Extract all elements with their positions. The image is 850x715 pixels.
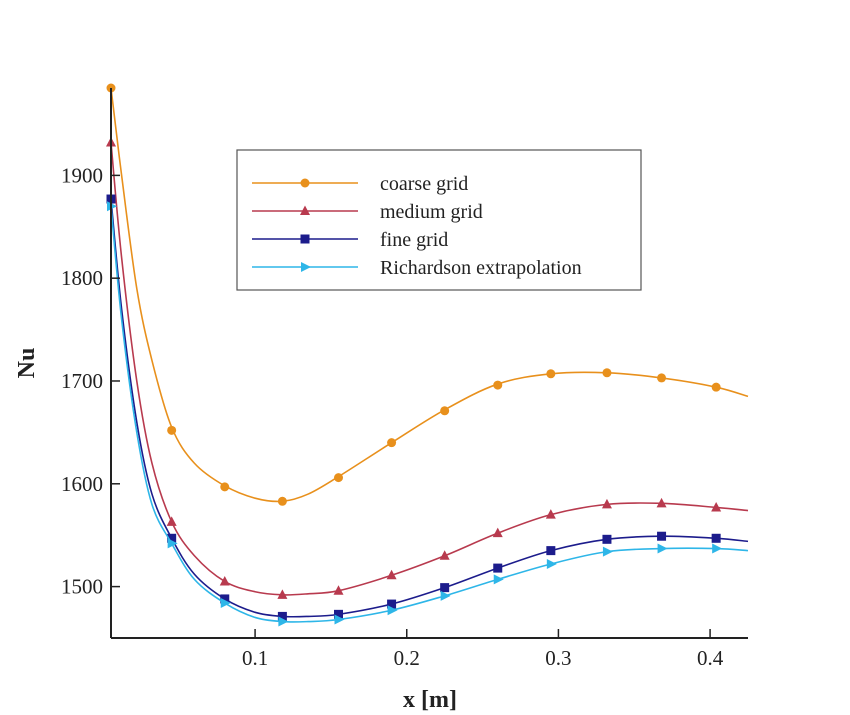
data-point-richardson-extrapolation [387, 605, 398, 616]
series-richardson-extrapolation [107, 201, 749, 627]
series-layer [106, 83, 749, 627]
data-point-fine-grid [167, 533, 177, 543]
legend: coarse grid medium grid fine grid Richardso… [236, 149, 642, 291]
data-point-richardson-extrapolation [278, 616, 289, 627]
data-point-richardson-extrapolation [712, 543, 723, 554]
data-point-coarse-grid [387, 438, 397, 448]
data-point-medium-grid [545, 509, 556, 519]
data-point-fine-grid [277, 611, 287, 621]
series-coarse-grid [106, 83, 749, 506]
data-point-medium-grid [656, 497, 667, 508]
data-point-medium-grid [166, 516, 177, 526]
data-point-medium-grid [333, 585, 344, 595]
legend-marker-square [300, 234, 310, 244]
data-point-fine-grid [334, 609, 343, 619]
y-tick-label: 1700 [61, 369, 103, 393]
data-point-coarse-grid [711, 382, 721, 392]
legend-marker-circle [300, 178, 310, 188]
data-point-fine-grid [546, 546, 556, 556]
y-tick-label: 1500 [61, 575, 103, 599]
series-fine-grid [106, 194, 749, 621]
data-point-coarse-grid [493, 380, 503, 390]
x-axis-label: x [m] [403, 687, 457, 713]
data-point-medium-grid [277, 589, 288, 599]
legend-label: Richardson extrapolation [380, 257, 582, 279]
data-point-richardson-extrapolation [220, 598, 231, 609]
legend-entry-coarse-grid: coarse grid [252, 173, 468, 195]
series-line-medium-grid [110, 142, 749, 596]
x-tick-label: 0.2 [394, 646, 420, 670]
data-point-medium-grid [219, 575, 230, 586]
data-point-coarse-grid [167, 425, 177, 435]
data-point-medium-grid [492, 527, 503, 538]
legend-label: coarse grid [380, 173, 468, 195]
data-point-coarse-grid [277, 496, 287, 506]
ticks-layer: 0.1 0.2 0.3 0.4 1500 1600 1700 1800 1900 [61, 163, 724, 670]
data-point-coarse-grid [657, 373, 667, 383]
data-point-medium-grid [601, 498, 612, 509]
series-medium-grid [106, 136, 749, 599]
data-point-coarse-grid [440, 406, 450, 416]
x-tick-label: 0.3 [545, 646, 571, 670]
data-point-fine-grid [220, 594, 230, 604]
legend-label: fine grid [380, 229, 448, 251]
legend-entry-richardson-extrapolation: Richardson extrapolation [252, 257, 582, 279]
data-point-richardson-extrapolation [167, 538, 178, 549]
legend-marker-triangle-up [300, 205, 310, 215]
data-point-richardson-extrapolation [440, 590, 451, 601]
legend-entry-fine-grid: fine grid [252, 229, 448, 251]
data-point-coarse-grid [546, 369, 556, 379]
y-tick-label: 1800 [61, 266, 103, 290]
legend-entry-medium-grid: medium grid [252, 201, 483, 223]
data-point-medium-grid [386, 569, 397, 580]
data-point-coarse-grid [220, 482, 230, 492]
data-point-richardson-extrapolation [602, 546, 613, 557]
data-point-coarse-grid [334, 473, 343, 483]
x-tick-label: 0.4 [697, 646, 724, 670]
data-point-fine-grid [440, 583, 450, 593]
data-point-fine-grid [711, 533, 721, 543]
data-point-fine-grid [493, 563, 503, 573]
data-point-fine-grid [602, 534, 612, 544]
y-tick-label: 1600 [61, 472, 103, 496]
y-tick-label: 1900 [61, 163, 103, 187]
y-axis-label: Nu [14, 348, 40, 379]
data-point-richardson-extrapolation [657, 543, 668, 554]
data-point-medium-grid [439, 550, 450, 560]
data-point-medium-grid [711, 501, 722, 512]
axes-layer [110, 88, 748, 639]
x-tick-label: 0.1 [242, 646, 268, 670]
data-point-coarse-grid [602, 368, 612, 378]
data-point-fine-grid [657, 531, 667, 541]
data-point-richardson-extrapolation [493, 574, 504, 585]
data-point-fine-grid [387, 599, 397, 609]
legend-marker-triangle-right [301, 262, 311, 272]
data-point-richardson-extrapolation [546, 558, 557, 569]
data-point-richardson-extrapolation [334, 614, 345, 625]
legend-label: medium grid [380, 201, 483, 223]
